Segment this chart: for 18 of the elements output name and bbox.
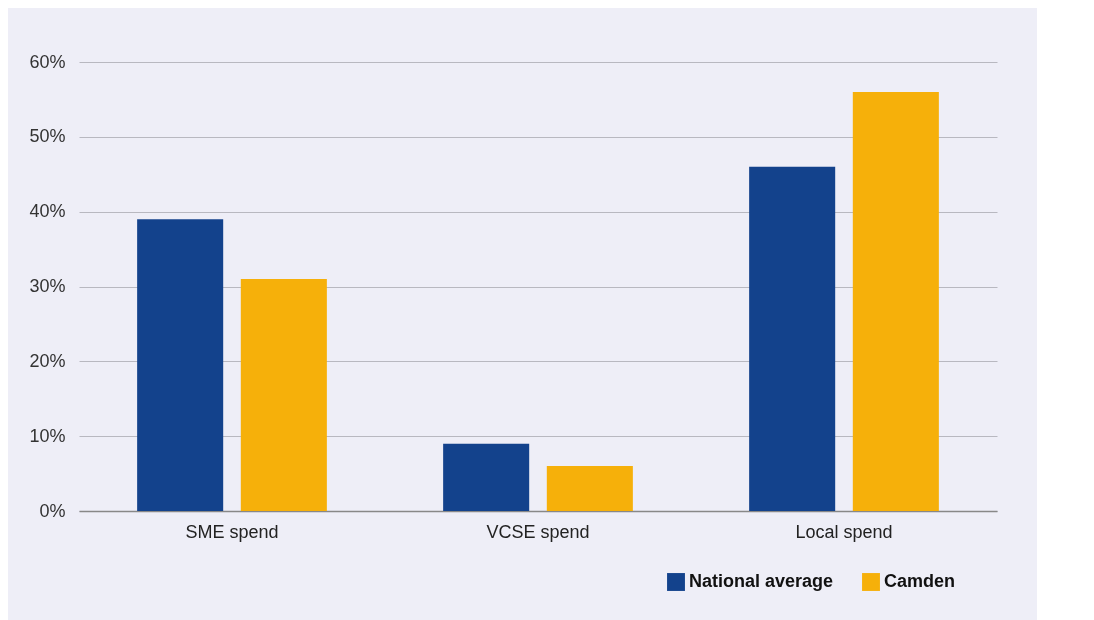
legend-label: Camden <box>884 571 956 591</box>
bar <box>137 219 224 511</box>
bar <box>240 279 327 511</box>
x-tick-label: VCSE spend <box>486 521 590 542</box>
y-tick-label: 30% <box>29 276 66 296</box>
y-tick-label: 50% <box>29 126 66 147</box>
y-tick-label: 20% <box>29 350 66 371</box>
bar <box>749 166 836 511</box>
legend-label: National average <box>689 571 834 591</box>
x-tick-label: SME spend <box>185 521 279 542</box>
y-tick-label: 40% <box>29 201 66 222</box>
bar <box>546 466 633 511</box>
y-tick-label: 10% <box>29 425 66 446</box>
bar <box>443 443 530 511</box>
bar <box>852 91 939 511</box>
y-tick-label: 0% <box>39 500 66 521</box>
y-tick-label: 60% <box>29 51 66 72</box>
x-tick-label: Local spend <box>795 521 893 542</box>
